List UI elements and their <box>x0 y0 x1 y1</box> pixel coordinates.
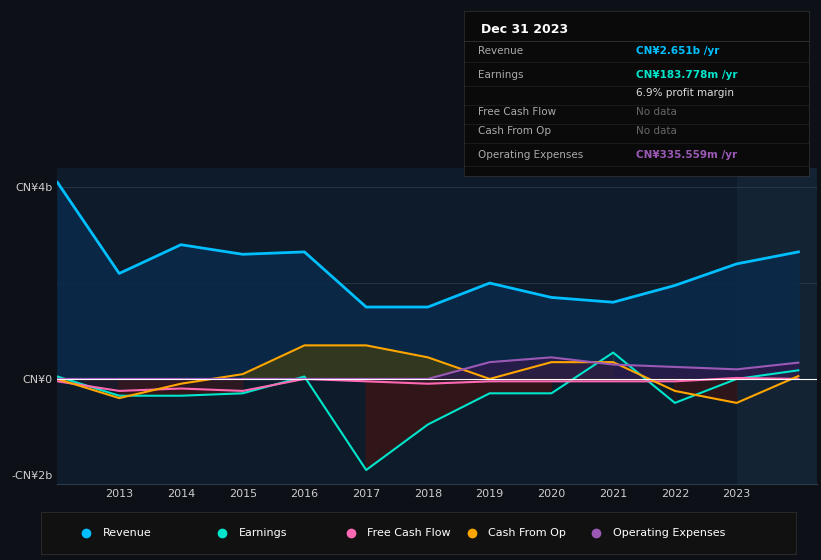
Text: Revenue: Revenue <box>103 529 152 538</box>
Text: Revenue: Revenue <box>478 46 523 56</box>
Text: CN¥183.778m /yr: CN¥183.778m /yr <box>636 70 738 80</box>
Text: Cash From Op: Cash From Op <box>478 126 551 136</box>
Text: No data: No data <box>636 126 677 136</box>
Text: 6.9% profit margin: 6.9% profit margin <box>636 88 734 98</box>
Text: CN¥2.651b /yr: CN¥2.651b /yr <box>636 46 720 56</box>
Bar <box>736 168 821 484</box>
Text: Operating Expenses: Operating Expenses <box>478 150 583 160</box>
Text: Dec 31 2023: Dec 31 2023 <box>481 23 568 36</box>
Text: Free Cash Flow: Free Cash Flow <box>367 529 451 538</box>
Text: CN¥335.559m /yr: CN¥335.559m /yr <box>636 150 737 160</box>
Text: Cash From Op: Cash From Op <box>488 529 566 538</box>
Text: Earnings: Earnings <box>239 529 287 538</box>
Text: Earnings: Earnings <box>478 70 523 80</box>
Text: Operating Expenses: Operating Expenses <box>612 529 725 538</box>
Text: Free Cash Flow: Free Cash Flow <box>478 107 556 117</box>
Text: No data: No data <box>636 107 677 117</box>
